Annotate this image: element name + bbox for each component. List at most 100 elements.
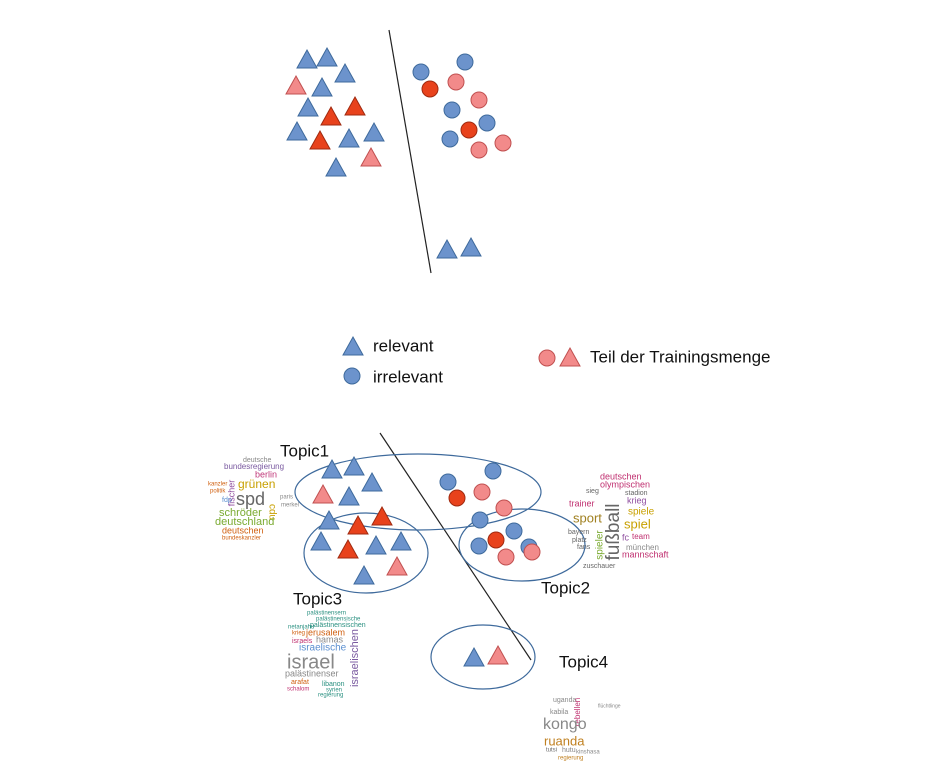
triangle [337, 538, 359, 559]
legend-label: relevant [373, 336, 434, 355]
cloud-word: krieg [627, 495, 647, 505]
triangle [371, 505, 393, 526]
cloud-word: hutu [562, 747, 576, 754]
circle [443, 101, 461, 119]
triangle [361, 471, 383, 492]
topic-label: Topic3 [293, 589, 342, 608]
cloud-word: deutschen [222, 525, 264, 535]
triangle [436, 238, 458, 259]
cloud-word: deutschen [600, 471, 642, 481]
cloud-word: schalom [287, 687, 309, 693]
cloud-word: team [632, 532, 650, 541]
circle [495, 499, 513, 517]
circle [478, 114, 496, 132]
triangle [310, 530, 332, 551]
triangle [296, 48, 318, 69]
circle [447, 73, 465, 91]
cloud-word: fischer [226, 480, 236, 507]
cloud-word: arafat [291, 679, 309, 686]
cloud-word: schröder [219, 507, 262, 519]
cloud-word: regierung [318, 693, 343, 699]
cloud-word: flüchtlinge [598, 703, 621, 709]
cloud-word: mannschaft [622, 549, 669, 559]
topic-ellipse [303, 512, 429, 594]
topic-ellipse [458, 508, 586, 582]
cloud-word: grünen [238, 477, 275, 491]
triangle [325, 156, 347, 177]
circle [494, 134, 512, 152]
triangle [334, 62, 356, 83]
triangle [338, 127, 360, 148]
circle [471, 511, 489, 529]
cloud-word: kinshasa [576, 750, 600, 756]
circle [412, 63, 430, 81]
cloud-word: olympischen [600, 479, 650, 489]
circle [497, 548, 515, 566]
triangle [360, 146, 382, 167]
cloud-word: kongo [543, 716, 587, 733]
cloud-word: merkel [281, 503, 299, 509]
cloud-word: kabila [550, 709, 568, 716]
triangle [338, 485, 360, 506]
cloud-word: israels [292, 638, 313, 645]
cloud-word: syrien [326, 688, 342, 694]
cloud-word: regierung [558, 756, 583, 762]
triangle [316, 46, 338, 67]
cloud-word: bundeskanzler [222, 536, 261, 542]
triangle [312, 483, 334, 504]
triangle [318, 509, 340, 530]
cloud-word: tutsi [546, 748, 557, 754]
triangle [390, 530, 412, 551]
circle [456, 53, 474, 71]
cloud-word: spiel [624, 516, 651, 531]
cloud-word: rebellen [573, 698, 582, 726]
cloud-word: libanon [322, 681, 345, 688]
circle [487, 531, 505, 549]
triangle [365, 534, 387, 555]
circle [439, 473, 457, 491]
cloud-word: trainer [569, 498, 595, 508]
triangle [342, 335, 364, 356]
triangle [311, 76, 333, 97]
cloud-word: platz [572, 537, 587, 544]
circle [505, 522, 523, 540]
cloud-word: jerusalem [305, 627, 345, 637]
cloud-word: stadion [625, 490, 648, 497]
triangle [286, 120, 308, 141]
topic-ellipse [430, 624, 536, 690]
cloud-word: bundesregierung [224, 462, 284, 471]
cloud-word: palästinenser [285, 668, 339, 678]
cloud-word: israelischen [349, 629, 361, 687]
cloud-word: politik [210, 489, 226, 495]
separator [388, 29, 432, 274]
cloud-word: cdu [266, 504, 277, 520]
topic-label: Topic2 [541, 578, 590, 597]
cloud-word: netanjahu [288, 625, 314, 631]
circle [441, 130, 459, 148]
circle [470, 537, 488, 555]
cloud-word: krieg [292, 631, 305, 637]
topic-ellipse [294, 453, 542, 531]
circle [470, 141, 488, 159]
cloud-word: ruanda [544, 733, 585, 748]
cloud-word: hamas [316, 634, 344, 644]
cloud-word: palästinensischen [310, 622, 366, 629]
triangle [285, 74, 307, 95]
separator [379, 432, 532, 661]
circle [421, 80, 439, 98]
legend-label: Teil der Trainingsmenge [590, 347, 770, 366]
cloud-word: berlin [255, 469, 277, 479]
circle [343, 367, 361, 385]
cloud-word: deutsche [243, 457, 272, 464]
triangle [309, 129, 331, 150]
triangle [386, 555, 408, 576]
cloud-word: israel [287, 651, 335, 673]
cloud-word: deutschland [215, 516, 274, 528]
triangle [320, 105, 342, 126]
circle [523, 543, 541, 561]
circle [473, 483, 491, 501]
cloud-word: fdp [222, 497, 232, 504]
topic-label: Topic1 [280, 441, 329, 460]
cloud-word: fans [577, 544, 591, 551]
